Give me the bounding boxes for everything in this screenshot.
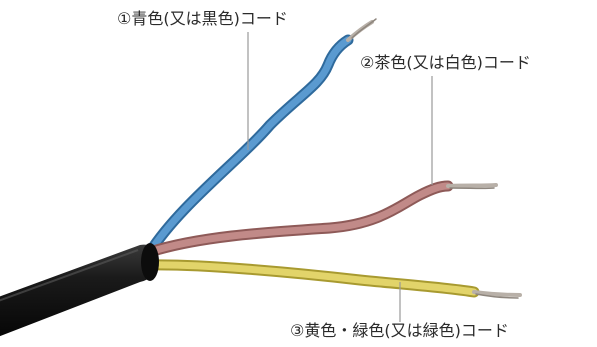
yellow-wire xyxy=(144,259,522,299)
cable-sheath xyxy=(0,243,159,337)
blue-wire xyxy=(144,18,377,258)
blue-wire-label: ①青色(又は黒色)コード xyxy=(117,9,288,28)
brown-wire-label: ②茶色(又は白色)コード xyxy=(360,53,531,72)
brown-wire xyxy=(144,180,498,258)
yellow-wire-label: ③黄色・緑色(又は緑色)コード xyxy=(290,321,509,340)
